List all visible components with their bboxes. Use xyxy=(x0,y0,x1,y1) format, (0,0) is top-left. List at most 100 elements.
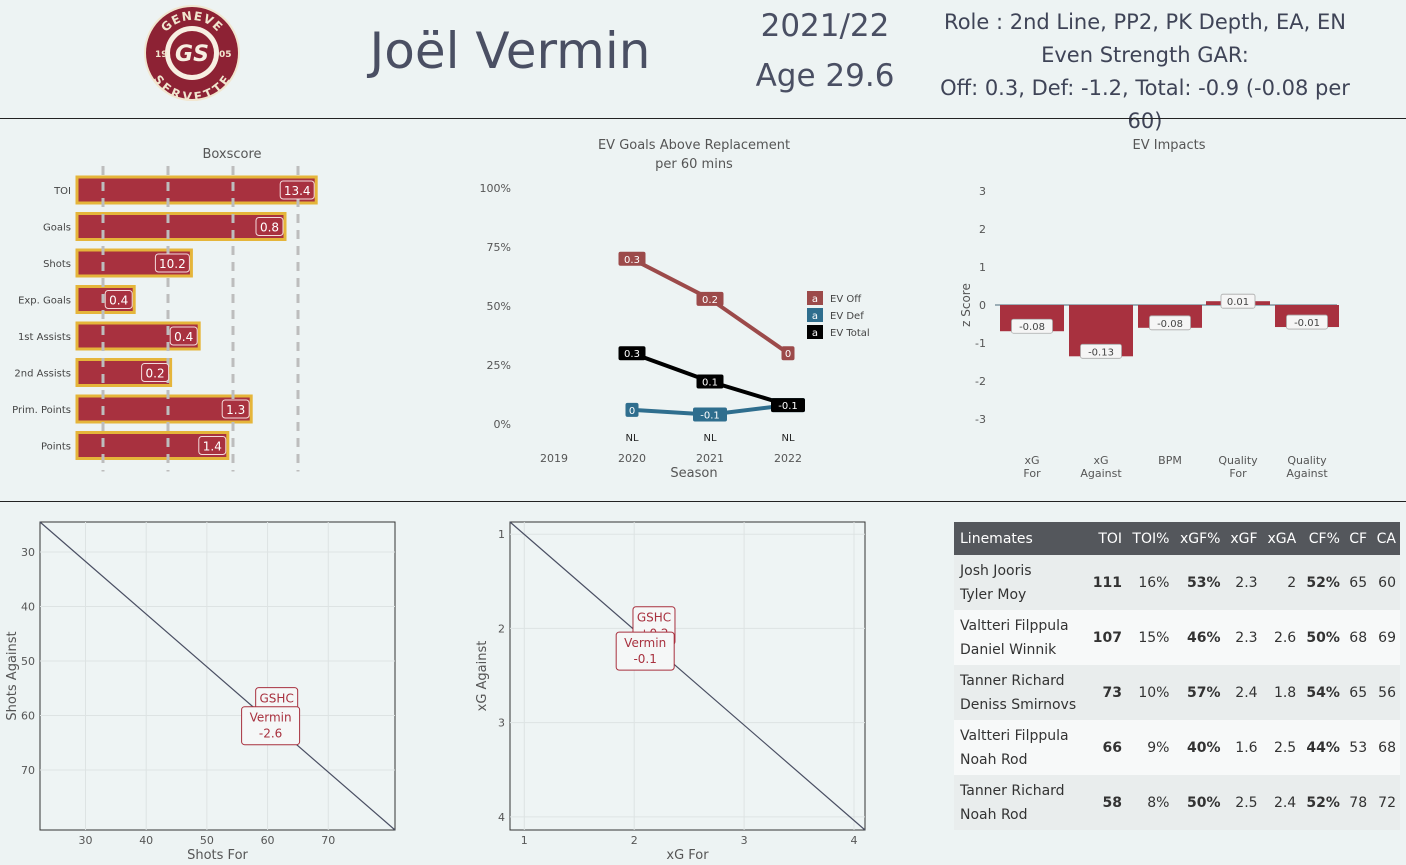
col-header: Linemates xyxy=(954,522,1087,555)
toi-pct-cell: 15% xyxy=(1126,610,1174,665)
boxscore-category-label: 1st Assists xyxy=(18,332,71,343)
team-logo: GENEVE SERVETTE 19 05 GS xyxy=(144,5,240,102)
impacts-label-box xyxy=(1011,318,1053,334)
shots-x-label: Shots For xyxy=(187,848,248,863)
ca-cell: 68 xyxy=(1371,720,1400,775)
table-row: Valtteri Filppula Daniel Winnik 107 15% 4… xyxy=(954,610,1400,665)
table-row: Valtteri Filppula Noah Rod 66 9% 40% 1.6 … xyxy=(954,720,1400,775)
gar-y-tick: 25% xyxy=(487,359,511,372)
xg-x-tick: 3 xyxy=(741,834,748,847)
col-header: TOI% xyxy=(1126,522,1174,555)
xg-y-tick: 3 xyxy=(498,717,505,730)
gar-point-label: -0.1 xyxy=(700,411,720,422)
cf-cell: 65 xyxy=(1343,555,1372,610)
col-header: xGA xyxy=(1261,522,1301,555)
xgf-pct-cell: 40% xyxy=(1173,720,1225,775)
impacts-label-box xyxy=(1149,315,1191,331)
player-name-1: Valtteri Filppula xyxy=(960,727,1069,744)
boxscore-value-label: 0.2 xyxy=(146,367,165,381)
boxscore-category-label: Goals xyxy=(43,223,71,234)
cf-cell: 68 xyxy=(1343,610,1372,665)
shots-y-tick: 50 xyxy=(21,655,35,668)
gar-legend-key-symbol: a xyxy=(812,328,818,339)
gar-point-box xyxy=(696,291,724,306)
gar-point-label: 0.3 xyxy=(624,349,640,360)
gar-y-tick: 75% xyxy=(487,241,511,254)
gar-league-label: NL xyxy=(781,433,794,444)
boxscore-value-box xyxy=(198,436,227,455)
shots-x-tick: 60 xyxy=(261,834,275,847)
xga-cell: 2.6 xyxy=(1261,610,1301,665)
impacts-category-label: For xyxy=(1229,467,1247,480)
gar-y-tick: 100% xyxy=(480,182,511,195)
gar-league-label: NL xyxy=(625,433,638,444)
boxscore-value-box xyxy=(221,399,250,419)
col-header: CA xyxy=(1371,522,1400,555)
impacts-category-label: Quality xyxy=(1218,454,1258,467)
linemates-table: Linemates TOI TOI% xGF% xGF xGA CF% CF C… xyxy=(954,522,1400,830)
boxscore-category-label: Prim. Points xyxy=(12,405,71,416)
xgf-pct-cell: 57% xyxy=(1173,665,1225,720)
shots-point-box xyxy=(241,706,301,746)
gar-y-tick: 0% xyxy=(494,418,511,431)
boxscore-value-label: 1.4 xyxy=(203,440,222,454)
xg-y-tick: 1 xyxy=(498,528,505,541)
role-line: Role : 2nd Line, PP2, PK Depth, EA, EN xyxy=(944,10,1346,34)
impacts-category-label: For xyxy=(1023,467,1041,480)
gar-legend-key-symbol: a xyxy=(812,294,818,305)
gar-point-label: 0.3 xyxy=(624,255,640,266)
shots-point-name: Vermin xyxy=(250,711,292,725)
impacts-category-label: xG xyxy=(1093,454,1108,467)
impacts-title: EV Impacts xyxy=(1133,138,1206,153)
gar-point-label: -0.1 xyxy=(778,401,798,412)
xgf-cell: 2.4 xyxy=(1224,665,1262,720)
impacts-category-label: xG xyxy=(1024,454,1039,467)
xg-y-label: xG Against xyxy=(475,641,490,712)
impacts-category-label: Against xyxy=(1080,467,1122,480)
toi-pct-cell: 16% xyxy=(1126,555,1174,610)
gar-series-line xyxy=(631,257,790,355)
gar-point-box xyxy=(696,374,724,389)
gar-legend-key xyxy=(807,291,823,305)
shots-diagonal-line xyxy=(39,521,396,831)
cf-pct-cell: 52% xyxy=(1300,775,1344,830)
boxscore-value-box xyxy=(255,217,284,236)
impacts-value-label: -0.08 xyxy=(1019,322,1045,333)
linemates-cell: Valtteri Filppula Daniel Winnik xyxy=(954,610,1087,665)
linemates-cell: Valtteri Filppula Noah Rod xyxy=(954,720,1087,775)
xgf-cell: 2.3 xyxy=(1224,610,1262,665)
impacts-y-tick: -1 xyxy=(975,337,986,350)
impacts-value-label: 0.01 xyxy=(1227,297,1249,308)
toi-pct-cell: 8% xyxy=(1126,775,1174,830)
impacts-y-tick: 1 xyxy=(979,261,986,274)
gar-point-box xyxy=(618,346,646,361)
shots-x-tick: 50 xyxy=(200,834,214,847)
table-row: Josh Jooris Tyler Moy 111 16% 53% 2.3 2 5… xyxy=(954,555,1400,610)
xgf-pct-cell: 53% xyxy=(1173,555,1225,610)
player-name-1: Valtteri Filppula xyxy=(960,617,1069,634)
boxscore-value-label: 0.4 xyxy=(109,294,128,308)
gar-x-tick: 2019 xyxy=(540,452,568,465)
cf-pct-cell: 44% xyxy=(1300,720,1344,775)
player-name: Joël Vermin xyxy=(369,22,651,80)
toi-cell: 66 xyxy=(1086,720,1127,775)
xga-cell: 2.5 xyxy=(1261,720,1301,775)
player-name-2: Tyler Moy xyxy=(960,586,1027,603)
impacts-y-label: z Score xyxy=(959,283,973,327)
xgf-cell: 1.6 xyxy=(1224,720,1262,775)
shots-y-label: Shots Against xyxy=(5,631,20,720)
player-name-2: Daniel Winnik xyxy=(960,641,1057,658)
xgf-cell: 2.3 xyxy=(1224,555,1262,610)
gar-point-label: 0 xyxy=(785,349,791,360)
ev-impacts-chart: EV Impacts 3 2 1 0 -1 -2 -3 z Score -0.08 -0.13 -0.… xyxy=(959,138,1339,480)
ca-cell: 60 xyxy=(1371,555,1400,610)
impacts-y-tick: 2 xyxy=(979,223,986,236)
xg-x-tick: 2 xyxy=(631,834,638,847)
boxscore-chart: Boxscore TOI Goals Shots Exp. Goals 1st Assis… xyxy=(12,147,318,472)
impacts-category-label: Against xyxy=(1286,467,1328,480)
boxscore-value-label: 10.2 xyxy=(159,257,186,271)
xg-x-tick: 1 xyxy=(521,834,528,847)
shots-point-name: GSHC xyxy=(260,692,294,706)
table-header-row: Linemates TOI TOI% xGF% xGF xGA CF% CF C… xyxy=(954,522,1400,555)
boxscore-value-label: 1.3 xyxy=(226,403,245,417)
